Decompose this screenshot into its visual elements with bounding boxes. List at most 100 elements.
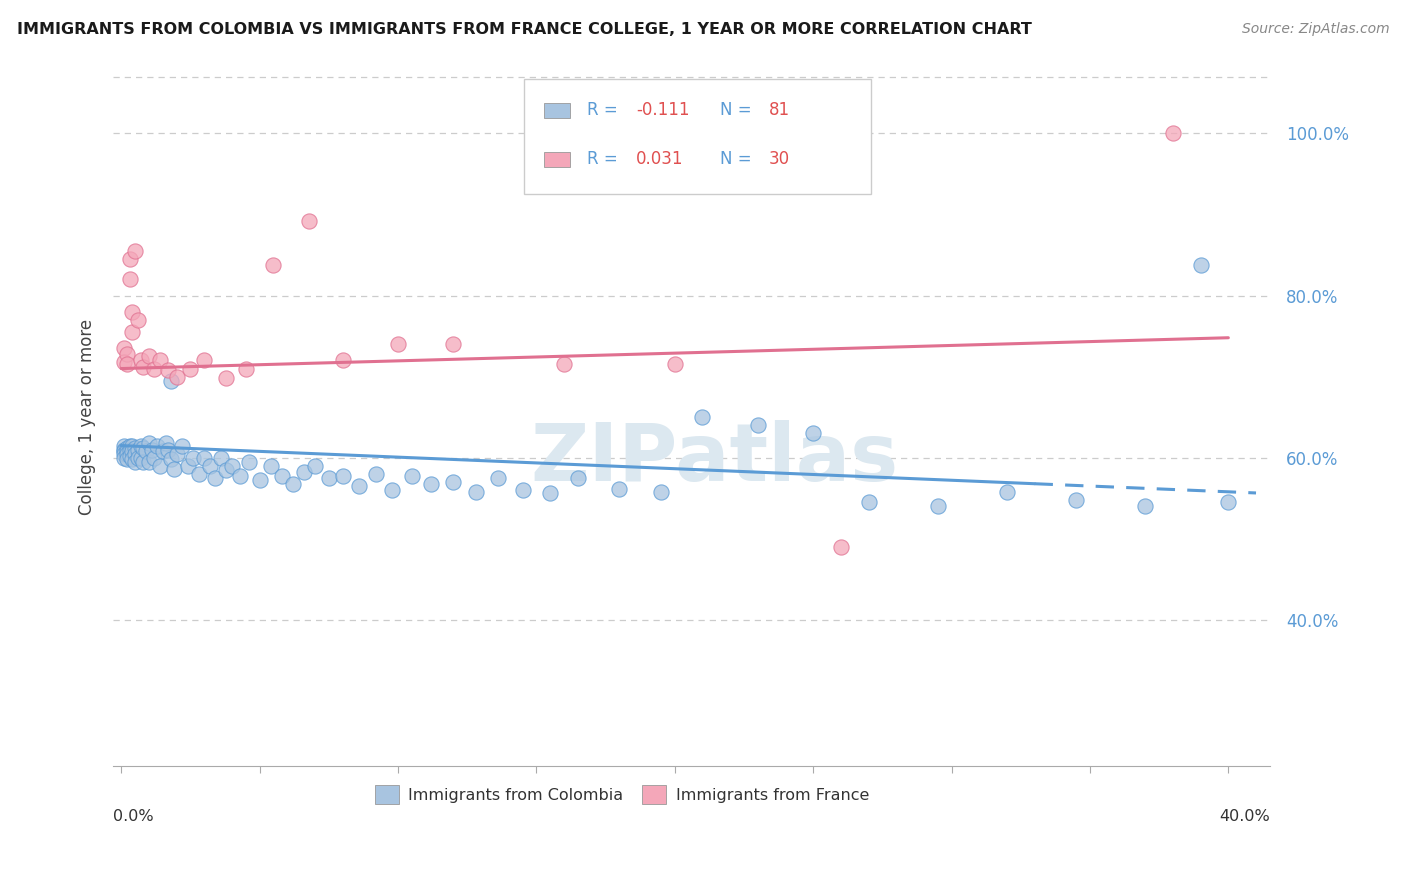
Point (512, 483, 534, 498)
Point (115, 358, 138, 372)
Point (127, 442, 149, 457)
Point (238, 455, 260, 469)
Point (115, 444, 138, 458)
Point (181, 450, 204, 465)
Point (215, 463, 238, 477)
Point (609, 482, 631, 496)
Point (441, 337, 464, 351)
Point (209, 450, 232, 465)
Text: R =: R = (588, 150, 623, 169)
Point (801, 426, 824, 441)
Point (235, 361, 257, 376)
Point (318, 471, 340, 485)
Point (141, 442, 163, 457)
Point (298, 214, 321, 228)
Point (1135, 500, 1157, 514)
Point (155, 436, 177, 450)
FancyBboxPatch shape (544, 103, 569, 118)
Point (112, 444, 135, 458)
Point (995, 484, 1018, 499)
Point (127, 450, 149, 465)
Legend: Immigrants from Colombia, Immigrants from France: Immigrants from Colombia, Immigrants fro… (368, 779, 876, 810)
Text: 81: 81 (769, 102, 790, 120)
Point (124, 244, 146, 258)
Point (441, 475, 464, 489)
Point (112, 355, 135, 369)
Point (221, 458, 243, 473)
Point (149, 353, 172, 368)
Point (401, 468, 423, 483)
Point (112, 341, 135, 355)
Text: R =: R = (588, 102, 623, 120)
Point (538, 486, 561, 500)
Point (229, 468, 252, 483)
Point (464, 484, 486, 499)
Point (115, 447, 138, 461)
Point (118, 272, 141, 286)
Point (830, 540, 852, 554)
Point (124, 441, 146, 455)
Point (112, 442, 135, 457)
Point (692, 410, 714, 425)
Point (176, 458, 198, 473)
Point (364, 467, 387, 481)
Text: N =: N = (720, 150, 758, 169)
Point (118, 449, 141, 463)
Point (149, 458, 172, 473)
Point (179, 361, 201, 376)
Point (124, 447, 146, 461)
Point (166, 369, 188, 384)
Point (270, 468, 292, 483)
Text: 30: 30 (769, 150, 790, 169)
Point (118, 442, 141, 457)
Point (281, 476, 304, 491)
Point (187, 467, 209, 481)
Point (138, 350, 160, 364)
Text: 40.0%: 40.0% (1219, 809, 1270, 824)
Point (157, 442, 180, 457)
Point (1161, 127, 1184, 141)
Point (121, 439, 143, 453)
Point (215, 371, 238, 385)
Text: Source: ZipAtlas.com: Source: ZipAtlas.com (1241, 22, 1389, 37)
Point (332, 353, 354, 368)
Point (132, 455, 155, 469)
Point (121, 452, 143, 467)
Point (143, 361, 166, 376)
Point (132, 359, 155, 374)
Y-axis label: College, 1 year or more: College, 1 year or more (79, 319, 96, 516)
Point (121, 305, 143, 319)
Point (118, 439, 141, 453)
Point (1218, 495, 1240, 509)
Point (927, 500, 949, 514)
Point (143, 450, 166, 465)
Point (858, 495, 880, 509)
Point (152, 444, 174, 458)
Point (650, 484, 672, 499)
Point (381, 483, 404, 498)
Point (115, 441, 138, 455)
Point (304, 458, 326, 473)
Text: -0.111: -0.111 (636, 102, 689, 120)
Point (486, 471, 509, 485)
Point (129, 450, 152, 465)
Point (115, 347, 138, 361)
Point (138, 436, 160, 450)
Point (127, 313, 149, 327)
Point (118, 252, 141, 266)
Point (260, 458, 283, 473)
Point (132, 441, 155, 455)
Point (112, 450, 135, 465)
Point (115, 452, 138, 467)
Point (198, 458, 221, 473)
Point (135, 444, 157, 458)
Point (1189, 258, 1212, 272)
Point (332, 468, 354, 483)
FancyBboxPatch shape (544, 152, 569, 167)
Point (129, 353, 152, 368)
Point (138, 455, 160, 469)
Point (193, 450, 215, 465)
Text: 0.031: 0.031 (636, 150, 683, 169)
Point (112, 447, 135, 461)
Point (193, 353, 215, 368)
